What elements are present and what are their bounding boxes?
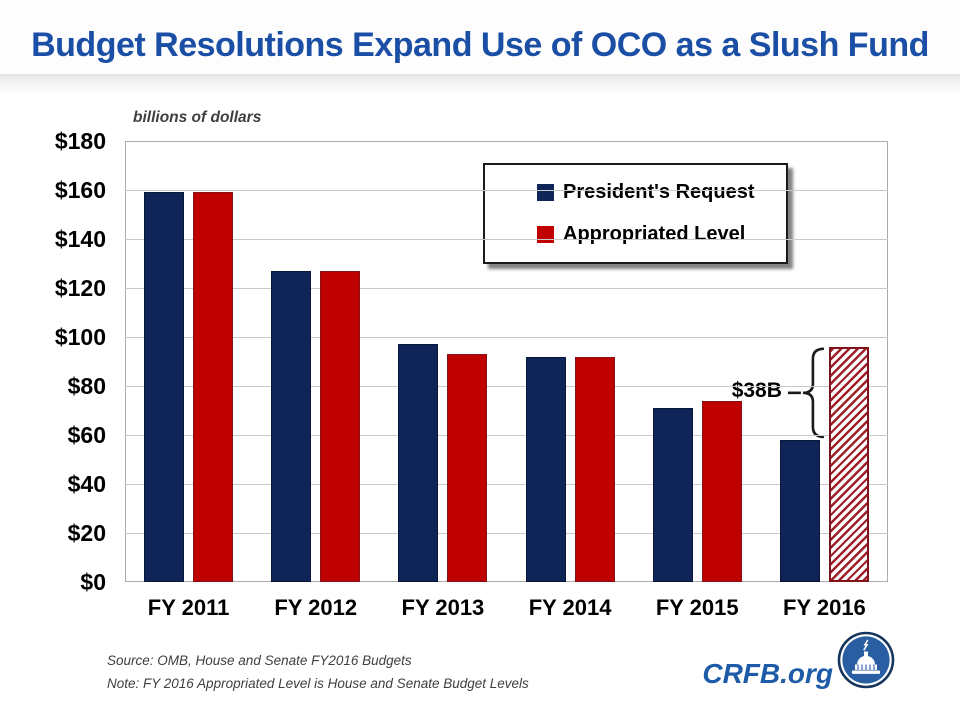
legend-item: Appropriated Level <box>537 223 786 246</box>
x-tick-label: FY 2012 <box>274 595 358 620</box>
x-tick-label: FY 2016 <box>783 595 866 620</box>
y-tick-label: $120 <box>54 275 106 301</box>
gridline <box>125 239 888 240</box>
bar-presidents-request <box>271 270 312 582</box>
y-tick-label: $40 <box>67 471 106 497</box>
gridline <box>125 288 888 289</box>
y-axis-units-label: billions of dollars <box>133 109 262 126</box>
bar-appropriated-level <box>193 192 234 582</box>
bar-appropriated-level <box>320 270 361 582</box>
crfb-capitol-logo-icon <box>837 631 895 689</box>
bar-presidents-request <box>144 192 185 582</box>
x-tick-label: FY 2013 <box>401 595 485 620</box>
y-tick-label: $20 <box>67 520 106 546</box>
y-tick-label: $60 <box>67 422 106 448</box>
legend-item: President's Request <box>537 181 786 204</box>
legend-label: President's Request <box>563 180 755 203</box>
page-title: Budget Resolutions Expand Use of OCO as … <box>31 26 929 64</box>
x-tick-label: FY 2015 <box>655 595 739 620</box>
header: Budget Resolutions Expand Use of OCO as … <box>0 0 960 74</box>
bar-presidents-request <box>779 439 820 582</box>
y-tick-label: $140 <box>54 226 106 252</box>
y-tick-label: $160 <box>54 177 106 203</box>
x-tick-label: FY 2011 <box>147 595 230 620</box>
y-tick-label: $0 <box>80 569 106 595</box>
bar-presidents-request <box>652 408 693 582</box>
gridline <box>125 435 888 436</box>
bar-appropriated-level <box>574 356 615 582</box>
legend-label: Appropriated Level <box>563 223 746 246</box>
bar-presidents-request <box>525 356 566 582</box>
y-tick-label: $80 <box>67 373 106 399</box>
footnote: Note: FY 2016 Appropriated Level is Hous… <box>107 676 529 691</box>
gridline <box>125 190 888 191</box>
gridline <box>125 337 888 338</box>
annotation-38b-label: $38B <box>731 378 782 402</box>
legend-swatch-icon <box>537 183 554 201</box>
y-tick-label: $100 <box>54 324 106 350</box>
bar-appropriated-level <box>701 400 742 582</box>
source-note: Source: OMB, House and Senate FY2016 Bud… <box>107 653 412 668</box>
bar-appropriated-level <box>447 354 488 582</box>
gridline <box>125 484 888 485</box>
gridline <box>125 386 888 387</box>
legend: President's Request Appropriated Level <box>483 163 788 264</box>
x-tick-label: FY 2014 <box>528 595 612 620</box>
legend-swatch-icon <box>537 226 554 244</box>
bar-appropriated-level <box>828 346 869 582</box>
bar-presidents-request <box>398 344 439 582</box>
brand-wordmark: CRFB.org <box>702 658 833 689</box>
header-divider <box>0 74 960 96</box>
gridline <box>125 533 888 534</box>
y-tick-label: $180 <box>54 128 106 154</box>
